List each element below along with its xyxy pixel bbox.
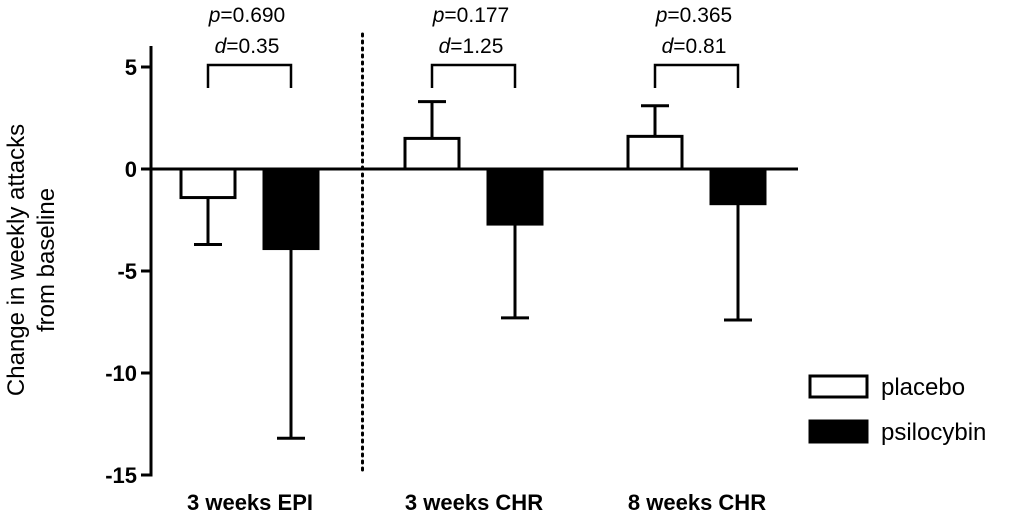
y-tick-label: 0 [125,157,137,182]
legend-swatch-psilocybin [808,419,869,444]
p-value-label: p=0.365 [655,4,733,27]
legend-label: placebo [881,374,965,401]
y-axis-title: Change in weekly attacks from baseline [3,124,60,396]
psilocybin-bar [709,167,767,206]
effect-size-label: d=0.81 [662,35,727,58]
significance-annotations: p=0.690 d=0.35 p=0.177 d=1.25 p=0.365 d=0.81 [206,4,740,88]
y-tick-label: -5 [117,259,137,284]
y-tick-label: -15 [105,463,137,488]
significance-bracket [206,63,293,88]
legend: placebo psilocybin [808,374,986,446]
psilocybin-bar [262,167,320,251]
significance-bracket [430,63,517,88]
y-axis-title-line: from baseline [33,188,60,332]
x-tick-label: 8 weeks CHR [628,490,766,515]
p-value-label: p=0.690 [208,4,286,27]
legend-label: psilocybin [881,419,986,446]
effect-size-label: d=0.35 [215,35,280,58]
x-axis-labels: 3 weeks EPI 3 weeks CHR 8 weeks CHR [187,490,766,515]
y-axis-title-line: Change in weekly attacks [3,124,30,396]
bars-layer [179,100,767,440]
significance-bracket [653,63,740,88]
y-tick-label: -10 [105,361,137,386]
effect-size-label: d=1.25 [439,35,504,58]
psilocybin-bar [486,167,544,226]
placebo-bar [179,167,237,200]
y-tick-label: 5 [125,55,137,80]
placebo-bar [626,134,684,171]
placebo-bar [403,136,461,171]
p-value-label: p=0.177 [432,4,510,27]
legend-swatch-placebo [808,374,869,399]
y-axis: 5 0 -5 -10 -15 [105,46,153,488]
x-tick-label: 3 weeks CHR [405,490,543,515]
x-tick-label: 3 weeks EPI [187,490,313,515]
